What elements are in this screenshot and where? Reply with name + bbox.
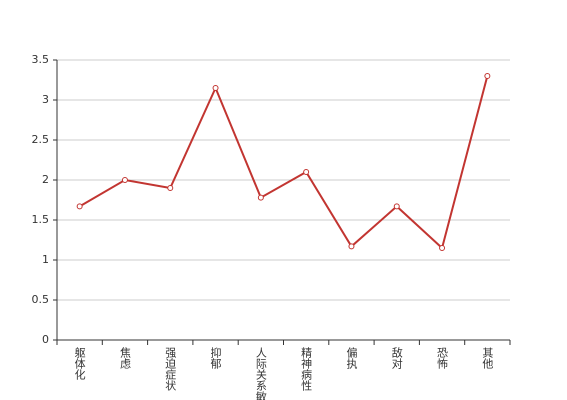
y-tick-label: 2 — [42, 173, 49, 186]
y-tick-label: 1.5 — [32, 213, 50, 226]
y-tick-label: 1 — [42, 253, 49, 266]
y-tick-label: 0.5 — [32, 293, 50, 306]
point — [393, 203, 400, 210]
point — [348, 243, 355, 250]
point — [121, 177, 128, 183]
point — [257, 194, 264, 201]
point — [76, 203, 83, 210]
point — [303, 169, 310, 175]
y-tick-label: 0 — [42, 333, 49, 346]
point — [167, 185, 174, 191]
x-tick-label: 偏执 — [345, 346, 358, 370]
x-tick-label: 焦虑 — [118, 347, 131, 369]
x-tick-label: 敌对 — [390, 346, 403, 369]
point — [439, 245, 446, 251]
y-tick-label: 3.5 — [32, 53, 50, 66]
y-tick-label: 2.5 — [32, 133, 50, 146]
x-tick-label: 强迫症状 — [164, 347, 177, 391]
y-tick-label: 3 — [42, 93, 49, 106]
line — [79, 75, 489, 250]
x-tick-label: 恐怖 — [436, 347, 449, 369]
x-tick-label: 躯体化 — [73, 347, 86, 381]
x-tick-label: 其他 — [481, 347, 494, 369]
point — [212, 85, 219, 91]
x-tick-label: 抑郁 — [209, 346, 222, 369]
x-tick-label: 人际关系敏感 — [254, 347, 267, 400]
point — [484, 73, 491, 79]
x-tick-label: 精神病性 — [300, 347, 313, 392]
